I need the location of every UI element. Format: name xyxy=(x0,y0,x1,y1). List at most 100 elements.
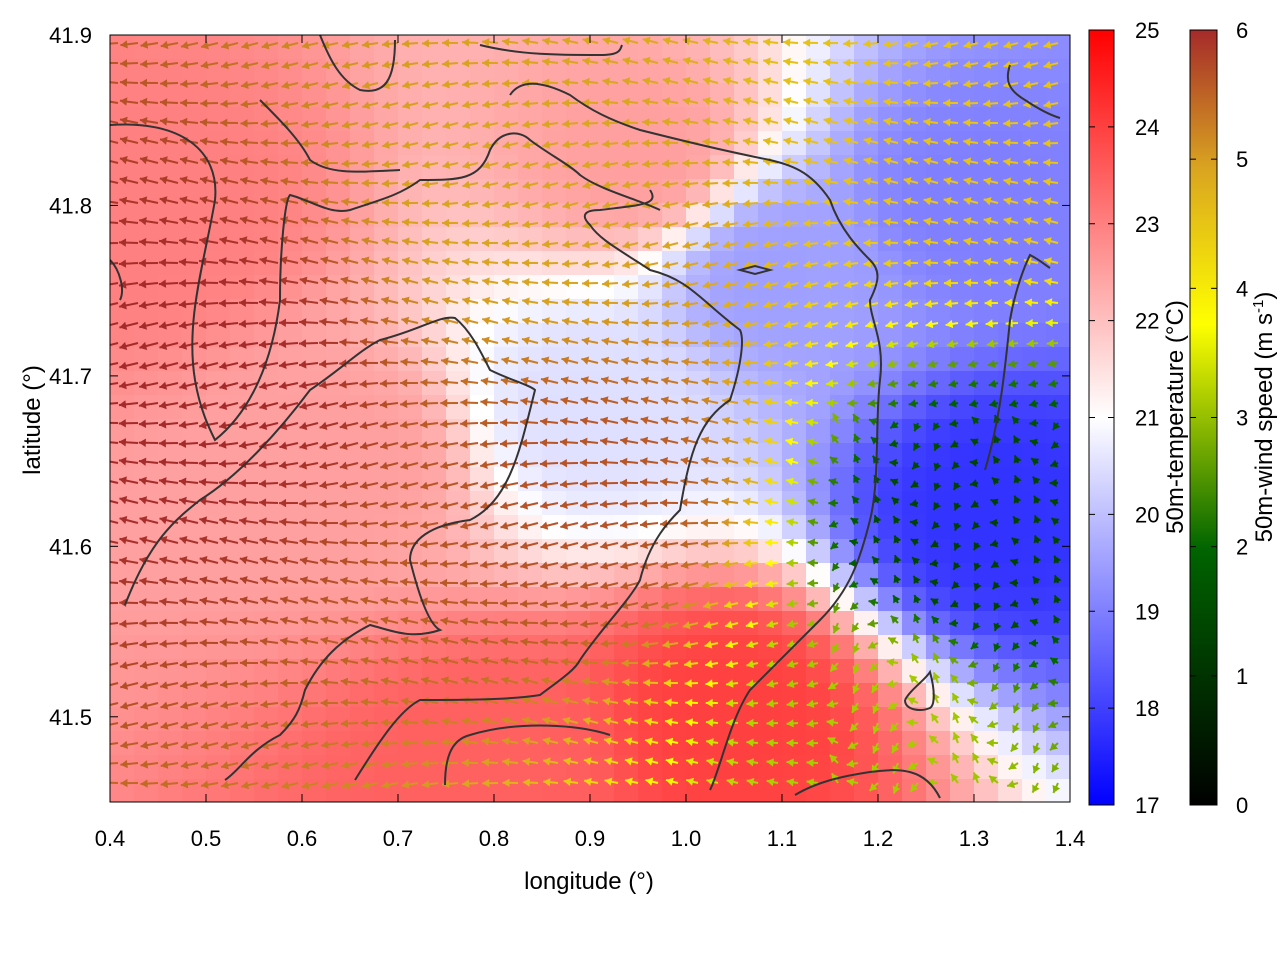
wind-vector-head xyxy=(522,99,530,108)
wind-vector-head xyxy=(380,558,388,567)
wind-vector-head xyxy=(682,56,691,65)
wind-vector-head xyxy=(601,658,609,667)
wind-vector-head xyxy=(983,197,992,206)
wind-vector-head xyxy=(442,121,451,130)
wind-vector-head xyxy=(420,399,428,408)
temperature-cell xyxy=(998,107,1023,132)
wind-vector-shaft xyxy=(110,302,119,306)
wind-vector-head xyxy=(460,560,468,569)
wind-vector-head xyxy=(601,337,610,346)
temperature-cell xyxy=(518,779,543,802)
wind-vector-head xyxy=(279,460,287,470)
wind-vector-head xyxy=(219,401,228,410)
wind-vector-head xyxy=(422,141,431,150)
temperature-cell xyxy=(662,83,687,108)
wind-vector-head xyxy=(421,738,429,747)
wind-vector-head xyxy=(501,716,510,725)
temperature-cell xyxy=(998,251,1023,276)
temperature-cell xyxy=(518,467,543,492)
wind-vector-head xyxy=(461,717,470,726)
wind-vector-head xyxy=(442,180,450,189)
wind-vector-head xyxy=(522,278,530,287)
temperature-cell xyxy=(206,491,231,516)
wind-vector-head xyxy=(883,259,891,268)
wind-vector-head xyxy=(139,156,148,165)
wind-vector-head xyxy=(622,240,631,250)
temperature-cell xyxy=(878,419,903,444)
wind-vector-head xyxy=(199,659,208,668)
temperature-cell xyxy=(134,395,159,420)
wind-vector-head xyxy=(746,640,754,649)
wind-vector-head xyxy=(852,645,860,654)
wind-vector-head xyxy=(828,681,837,689)
wind-vector-head xyxy=(319,296,328,306)
wind-vector-head xyxy=(702,339,710,348)
wind-vector-head xyxy=(640,478,648,487)
wind-vector-head xyxy=(100,759,107,767)
wind-vector-head xyxy=(542,220,550,229)
wind-vector-head xyxy=(219,381,228,391)
temperature-cell xyxy=(662,155,687,180)
wind-vector-head xyxy=(361,236,370,246)
wind-vector-head xyxy=(422,121,431,130)
wind-vector-head xyxy=(963,60,972,69)
wind-vector-head xyxy=(481,676,490,685)
wind-vector-head xyxy=(462,316,470,325)
wind-vector-head xyxy=(886,679,895,688)
wind-vector-head xyxy=(661,581,669,590)
wind-vector-head xyxy=(160,760,169,769)
wind-vector-head xyxy=(542,737,551,746)
temperature-cell xyxy=(566,635,591,660)
wind-vector-head xyxy=(581,337,590,346)
temperature-cell xyxy=(374,107,399,132)
wind-vector-head xyxy=(662,138,670,147)
wind-vector-head xyxy=(784,398,792,407)
wind-vector-head xyxy=(602,201,611,210)
wind-vector-head xyxy=(400,357,408,367)
wind-vector-head xyxy=(991,560,1000,568)
wind-vector-head xyxy=(681,436,689,445)
wind-vector-head xyxy=(400,520,408,529)
temperature-cell xyxy=(782,443,807,468)
wind-vector-head xyxy=(743,96,752,106)
temperature-cell xyxy=(254,203,279,228)
temperature-cell xyxy=(566,683,591,708)
temperature-cell xyxy=(278,371,303,396)
wind-vector-head xyxy=(582,140,590,149)
wind-vector-head xyxy=(662,159,670,168)
wind-vector-head xyxy=(949,419,957,428)
wind-vector-head xyxy=(381,296,390,305)
wind-vector-head xyxy=(953,502,962,511)
wind-vector-head xyxy=(865,320,874,329)
wind-vector-head xyxy=(722,261,731,270)
wind-vector-head xyxy=(742,358,750,368)
temperature-cell xyxy=(878,491,903,516)
temperature-cell xyxy=(902,347,927,372)
wind-vector-head xyxy=(873,515,882,524)
wind-vector-head xyxy=(991,683,1000,692)
wind-vector-head xyxy=(160,79,168,88)
wind-vector-head xyxy=(299,318,307,327)
wind-vector-head xyxy=(100,641,108,649)
wind-vector-head xyxy=(847,399,855,408)
wind-vector-head xyxy=(561,336,570,345)
wind-vector-head xyxy=(199,341,207,350)
wind-vector-head xyxy=(884,279,892,288)
wind-vector-head xyxy=(783,320,792,329)
wind-vector-head xyxy=(120,681,129,690)
temperature-cell xyxy=(398,779,423,802)
wind-vector-head xyxy=(260,658,268,667)
wind-vector-head xyxy=(442,257,450,266)
temperature-cell xyxy=(470,155,495,180)
wind-vector-head xyxy=(139,97,148,107)
wind-vector-head xyxy=(1012,416,1020,425)
wind-vector-head xyxy=(238,298,246,307)
wind-vector-head xyxy=(1043,119,1051,129)
temperature-cell xyxy=(158,563,183,588)
wind-vector-head xyxy=(843,218,851,227)
wind-vector-head xyxy=(120,721,129,730)
wind-vector-head xyxy=(502,336,510,345)
temperature-cell xyxy=(230,251,255,276)
wind-vector-head xyxy=(540,521,549,530)
wind-vector-head xyxy=(1023,177,1031,186)
